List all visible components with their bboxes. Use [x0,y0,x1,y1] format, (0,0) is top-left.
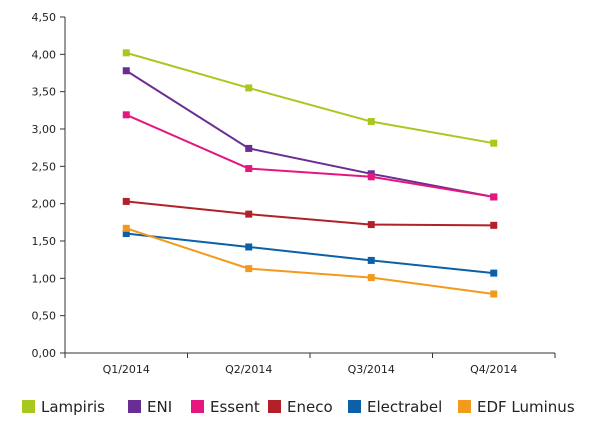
y-tick-label: 3,50 [32,86,57,99]
legend-swatch [22,400,35,413]
y-tick-label: 0,00 [32,347,57,360]
legend-swatch [191,400,204,413]
data-point [122,111,130,119]
legend: Lampiris ENI Essent Eneco Electrabel EDF Lumi… [22,398,575,416]
x-tick-label: Q4/2014 [470,363,517,376]
data-point [122,67,130,75]
series-edf-luminus [122,224,498,298]
data-point [122,197,130,205]
legend-label: Electrabel [367,398,442,416]
x-tick-label: Q3/2014 [348,363,395,376]
data-point [245,265,253,273]
data-point [122,230,130,238]
series-lampiris [122,49,498,147]
data-point [490,269,498,277]
y-tick-label: 3,00 [32,123,57,136]
data-point [367,118,375,126]
series-line [126,200,494,227]
data-point [490,139,498,147]
data-point [490,221,498,229]
y-tick-label: 2,50 [32,160,57,173]
y-tick-label: 0,50 [32,310,57,323]
x-axis: Q1/2014 Q2/2014 Q3/2014 Q4/2014 [64,352,556,376]
legend-label: Essent [210,398,260,416]
legend-label: Lampiris [41,398,105,416]
data-point [122,49,130,57]
series-lines [122,49,498,298]
y-tick-label: 1,50 [32,235,57,248]
data-point [245,210,253,218]
legend-label: EDF Luminus [477,398,575,416]
y-tick-label: 4,00 [32,48,57,61]
legend-label: Eneco [287,398,333,416]
data-point [367,221,375,229]
x-tick-label: Q2/2014 [225,363,272,376]
data-point [490,290,498,298]
data-point [367,173,375,181]
series-eneco [122,197,498,229]
series-essent [122,111,498,201]
legend-swatch [128,400,141,413]
series-line [125,69,494,198]
series-line [126,232,494,275]
legend-swatch [458,400,471,413]
data-point [245,243,253,251]
data-point [245,84,253,92]
legend-swatch [268,400,281,413]
y-axis: 0,00 0,50 1,00 1,50 2,00 2,50 3,00 3,50 4,00 4,50 [32,11,66,360]
x-tick-label: Q1/2014 [103,363,150,376]
y-tick-label: 1,00 [32,272,57,285]
series-line [125,113,494,198]
series-line [125,51,494,145]
data-point [367,256,375,264]
legend-swatch [348,400,361,413]
y-tick-label: 4,50 [32,11,57,24]
series-line [125,227,494,296]
data-point [245,165,253,173]
data-point [490,193,498,201]
series-electrabel [122,230,498,277]
data-point [367,274,375,282]
data-point [245,144,253,152]
data-point [122,224,130,232]
y-tick-label: 2,00 [32,198,57,211]
legend-label: ENI [147,398,172,416]
